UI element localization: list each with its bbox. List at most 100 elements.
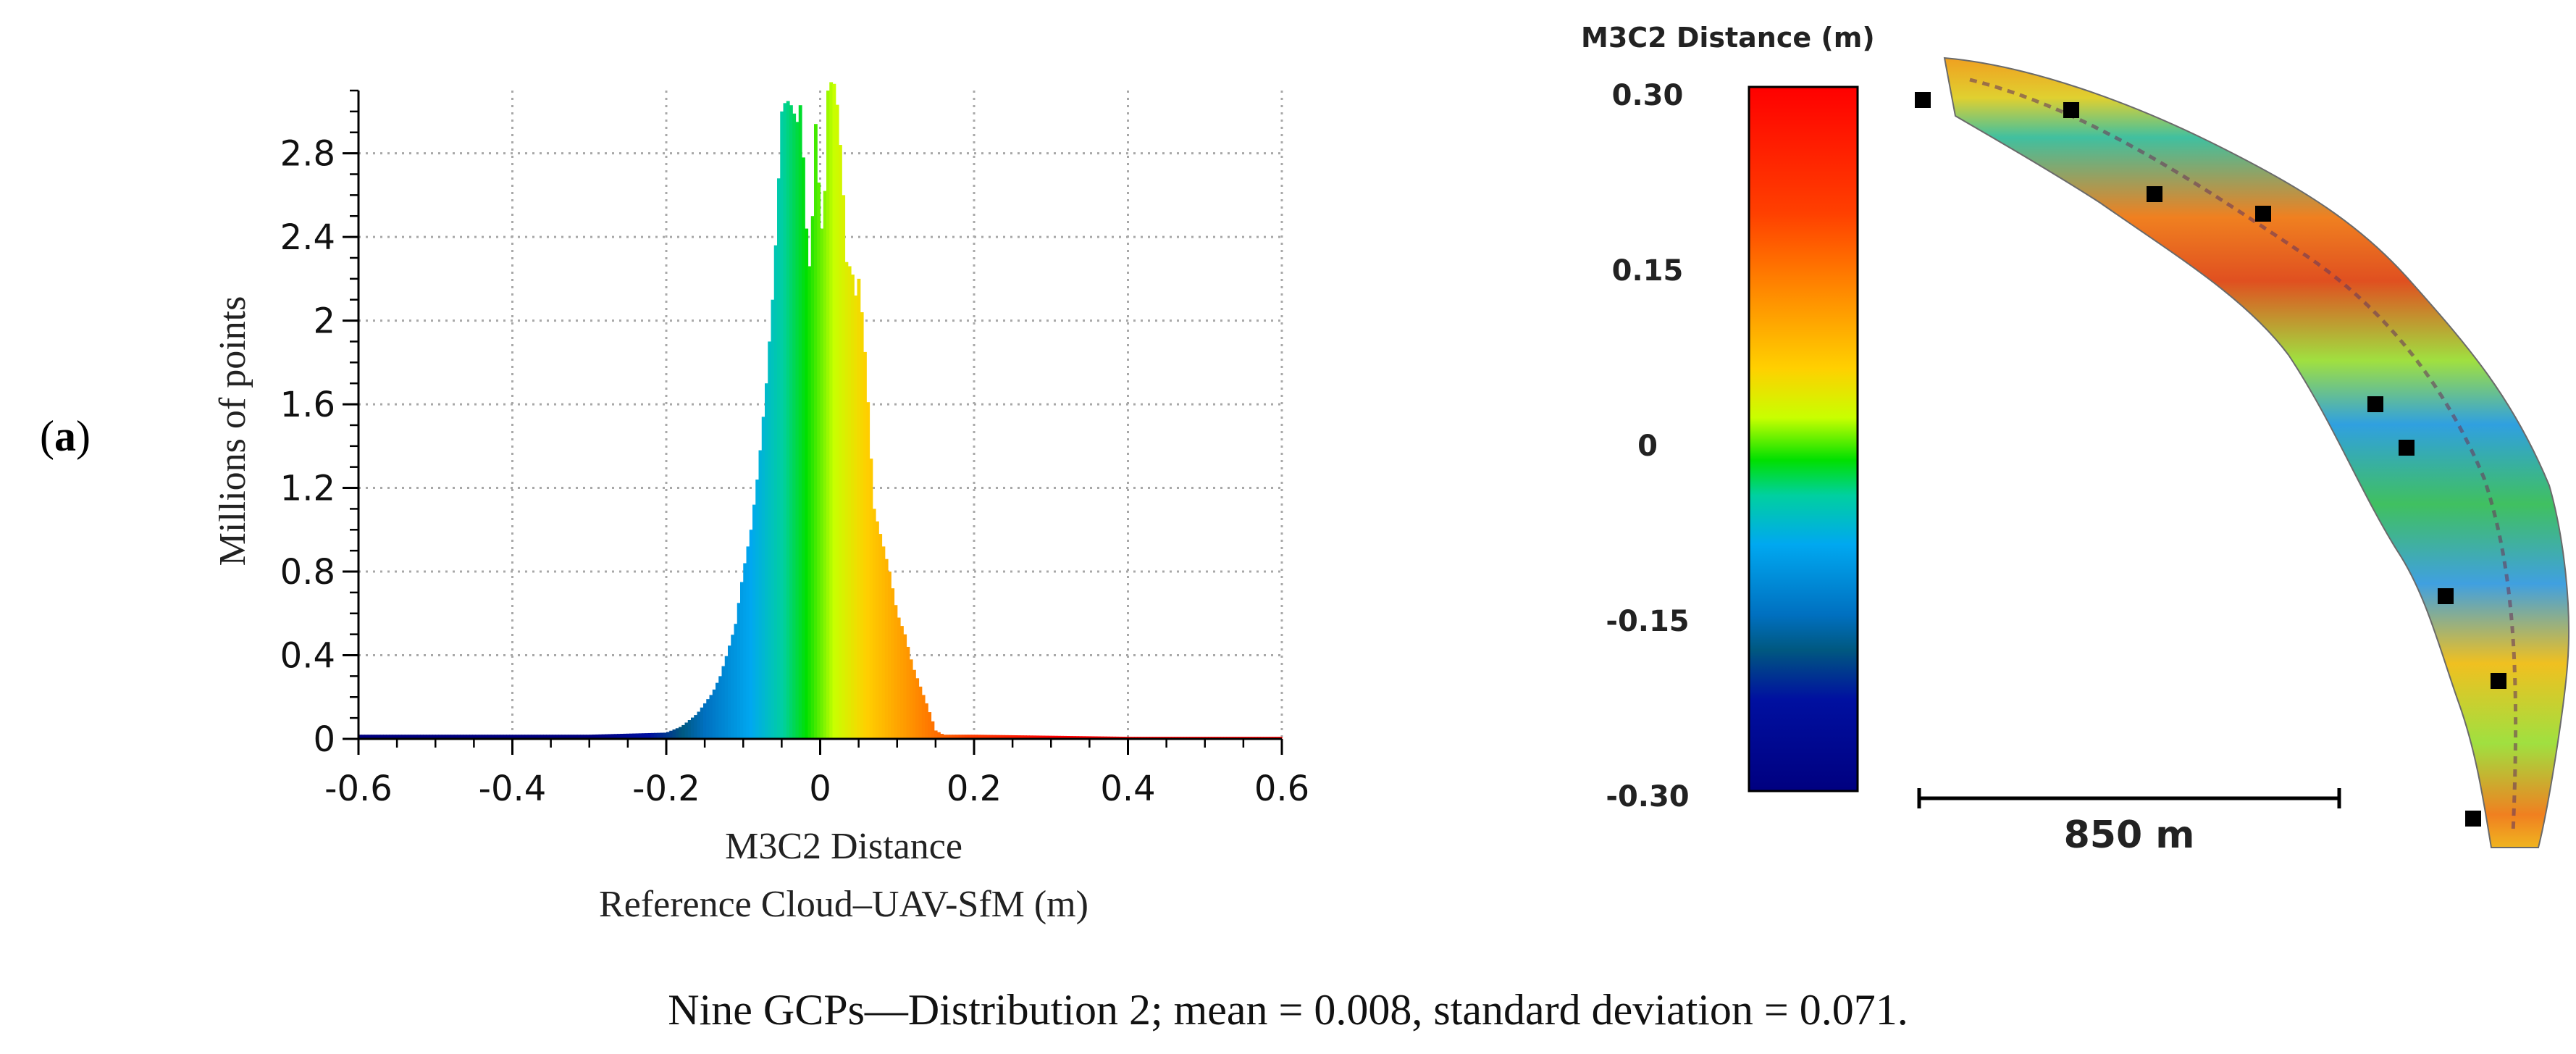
histogram-bar	[854, 295, 858, 739]
histogram-bar	[1094, 736, 1098, 739]
colorbar-tick-labels: 0.30 0.15 0 -0.15 -0.30	[1606, 79, 1689, 813]
histogram-bar	[576, 735, 581, 739]
histogram-bar	[534, 735, 538, 739]
histogram-bar	[773, 245, 778, 739]
histogram-bar	[392, 735, 396, 739]
y-tick-label: 1.2	[280, 469, 335, 509]
histogram-bar	[940, 734, 944, 739]
histogram-bar	[703, 703, 707, 739]
gcp-marker	[2465, 811, 2481, 827]
histogram-bar	[900, 626, 904, 739]
histogram-bar	[592, 735, 596, 739]
histogram-bar	[524, 735, 529, 739]
histogram-bar	[842, 195, 846, 739]
histogram-bar	[777, 178, 781, 740]
histogram-bar	[737, 603, 741, 739]
histogram-bar	[586, 735, 590, 739]
histogram-bar	[752, 504, 756, 739]
histogram-bar	[460, 735, 464, 739]
histogram-bar	[408, 735, 411, 739]
histogram-bar	[839, 145, 842, 739]
scale-bar-label: 850 m	[2064, 813, 2195, 855]
histogram-bar	[509, 735, 513, 739]
gcp-marker	[2063, 102, 2079, 118]
histogram-bar	[490, 735, 495, 739]
histogram-bar	[1011, 735, 1015, 739]
histogram-bar	[1106, 736, 1110, 739]
histogram-bar	[1004, 735, 1009, 739]
histogram-bar	[1051, 735, 1055, 739]
histogram-bar	[1026, 735, 1031, 739]
histogram-bar	[1073, 736, 1076, 739]
histogram-bar	[955, 735, 960, 739]
histogram-bar	[435, 735, 440, 739]
histogram-bar	[718, 676, 723, 739]
histogram-bar	[364, 735, 369, 739]
histogram-bar	[613, 734, 618, 739]
histogram-bar	[1023, 735, 1027, 739]
histogram-bar	[706, 699, 710, 739]
chart-axes	[343, 89, 1283, 755]
histogram-bar	[684, 722, 689, 739]
y-tick-label: 0	[313, 719, 335, 760]
histogram-bar	[1041, 735, 1046, 739]
histogram-bar	[629, 733, 633, 739]
histogram-bar	[379, 735, 384, 739]
histogram-bar	[1057, 735, 1061, 739]
y-tick-labels: 0 0.4 0.8 1.2 1.6 2 2.4 2.8	[280, 134, 335, 760]
histogram-bar	[758, 450, 763, 739]
histogram-bar	[555, 735, 559, 739]
histogram-bar	[771, 299, 775, 739]
histogram-bar	[881, 546, 886, 739]
histogram-bar	[915, 678, 920, 739]
histogram-bar	[540, 735, 544, 739]
histogram-bar	[608, 734, 612, 739]
y-tick-label: 2.4	[280, 217, 335, 258]
histogram-bar	[1112, 736, 1117, 739]
histogram-bar	[564, 735, 569, 739]
histogram-bar	[999, 735, 1002, 739]
histogram-bar	[441, 735, 445, 739]
histogram-bar	[1100, 736, 1104, 739]
histogram-bar	[697, 711, 701, 739]
histogram-bar	[734, 624, 738, 739]
histogram-bar	[580, 735, 584, 739]
histogram-bar	[660, 732, 664, 739]
histogram-bar	[974, 735, 978, 739]
histogram-bar	[1007, 735, 1012, 739]
histogram-bar	[829, 82, 834, 740]
histogram-bar	[709, 695, 713, 739]
histogram-bar	[642, 733, 645, 739]
histogram-bar	[802, 157, 805, 740]
gcp-markers	[1915, 92, 2506, 827]
x-axis-label-line2: Reference Cloud–UAV-SfM (m)	[599, 884, 1088, 925]
histogram-bar	[650, 732, 655, 739]
histogram-bar	[1032, 735, 1036, 739]
histogram-bar	[611, 734, 615, 739]
histogram-bar	[623, 733, 627, 739]
histogram-bar	[962, 735, 965, 739]
histogram-bar	[888, 572, 891, 739]
histogram-bar	[472, 735, 477, 739]
histogram-bar	[398, 735, 403, 739]
histogram-bar	[687, 720, 692, 739]
histogram-bar	[515, 735, 519, 739]
histogram-bar	[617, 734, 621, 739]
histogram-bar	[847, 266, 852, 740]
histogram-bar	[891, 588, 895, 739]
histogram-bar	[1017, 735, 1021, 739]
histogram-bar	[605, 734, 608, 739]
histogram-bar	[937, 732, 941, 739]
histogram-bar	[679, 727, 682, 739]
histogram-bar	[457, 735, 461, 739]
histogram-bar	[866, 402, 870, 739]
histogram-bar	[1091, 736, 1095, 739]
histogram-bar	[561, 735, 566, 739]
histogram-bar	[851, 275, 855, 739]
histogram-bar	[724, 656, 729, 739]
histogram-bar	[721, 666, 726, 739]
gcp-marker	[2255, 206, 2271, 222]
x-tick-label: 0.6	[1254, 769, 1309, 809]
histogram-bar	[663, 732, 667, 739]
histogram-bar	[1036, 735, 1039, 739]
